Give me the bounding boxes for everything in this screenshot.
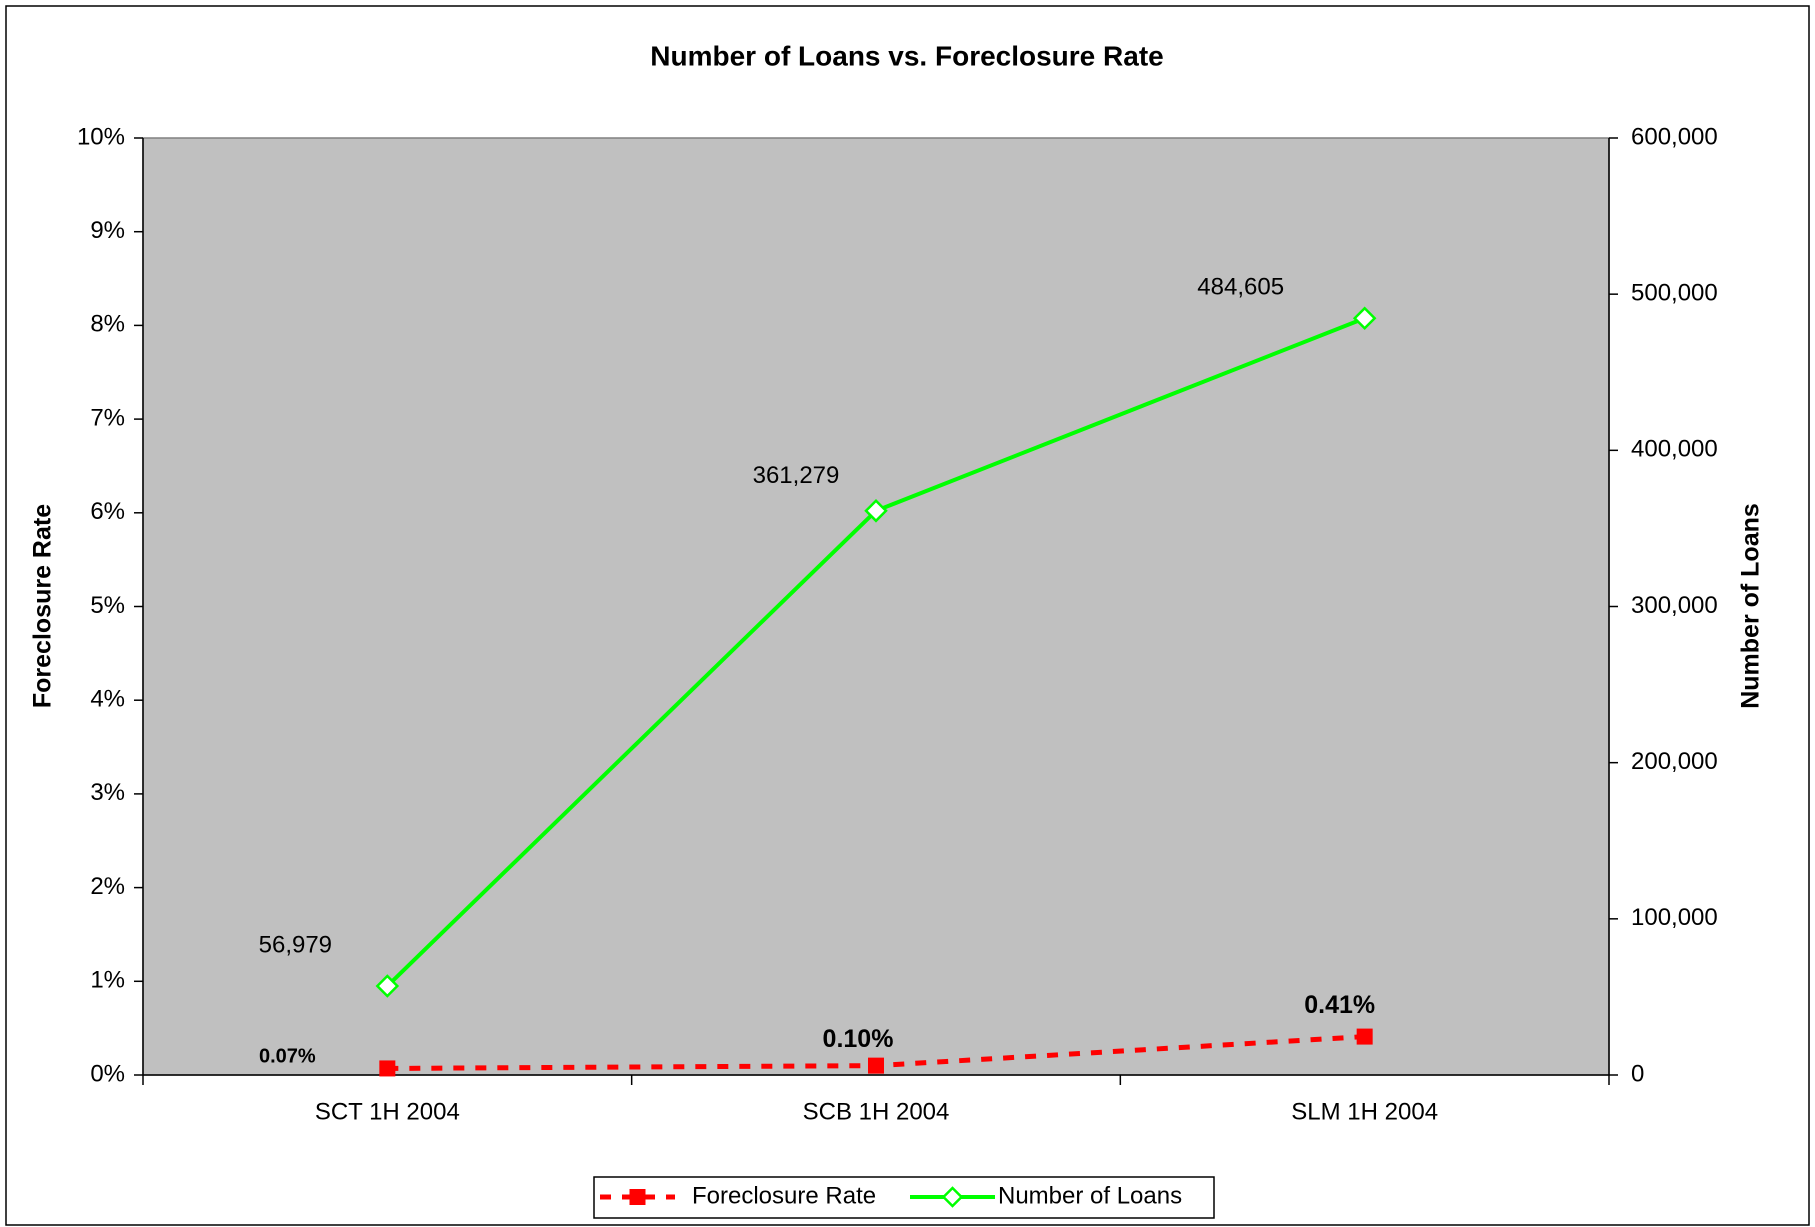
point-marker — [1352, 306, 1377, 330]
y-tick-label: 10% — [77, 123, 125, 150]
plot-area — [142, 137, 1610, 1076]
data-label: 484,605 — [1197, 274, 1284, 301]
data-label: 56,979 — [259, 931, 332, 958]
y-tick-label: 4% — [90, 686, 125, 713]
y-tick-label: 6% — [90, 498, 125, 525]
point-marker — [868, 1057, 884, 1074]
y2-tick-label: 600,000 — [1631, 123, 1718, 150]
x-tick-label: SCT 1H 2004 — [315, 1098, 460, 1125]
y-tick-label: 9% — [90, 217, 125, 244]
point-marker — [379, 1060, 396, 1077]
y-tick-label: 5% — [90, 592, 125, 619]
y2-tick-label: 500,000 — [1631, 280, 1718, 307]
point-marker — [1356, 1028, 1373, 1045]
y-tick-label: 2% — [90, 873, 125, 900]
x-tick-label: SLM 1H 2004 — [1291, 1098, 1438, 1125]
y2-tick-label: 200,000 — [1631, 748, 1718, 775]
data-label: 361,279 — [753, 462, 840, 489]
legend-label: Foreclosure Rate — [692, 1182, 876, 1209]
point-marker — [375, 974, 400, 998]
data-label: 0.41% — [1304, 991, 1375, 1019]
y-tick-label: 1% — [90, 967, 125, 994]
x-tick-label: SCB 1H 2004 — [803, 1098, 950, 1125]
legend-swatch-marker — [941, 1186, 964, 1208]
y2-tick-label: 400,000 — [1631, 436, 1718, 463]
y-tick-label: 3% — [90, 779, 125, 806]
y2-axis-label: Number of Loans — [1737, 503, 1765, 709]
data-label: 0.07% — [259, 1046, 316, 1068]
legend-swatch-marker — [629, 1189, 646, 1205]
data-label: 0.10% — [823, 1025, 894, 1053]
legend-label: Number of Loans — [998, 1182, 1182, 1209]
y2-tick-label: 100,000 — [1631, 904, 1718, 931]
y-axis-label: Foreclosure Rate — [29, 504, 57, 708]
y-tick-label: 0% — [90, 1060, 125, 1087]
point-marker — [864, 499, 888, 523]
legend-box — [593, 1176, 1215, 1219]
y2-tick-label: 0 — [1631, 1060, 1644, 1087]
y-tick-label: 8% — [90, 311, 125, 338]
y2-tick-label: 300,000 — [1631, 592, 1718, 619]
chart-title: Number of Loans vs. Foreclosure Rate — [650, 40, 1163, 71]
y-tick-label: 7% — [90, 404, 125, 431]
